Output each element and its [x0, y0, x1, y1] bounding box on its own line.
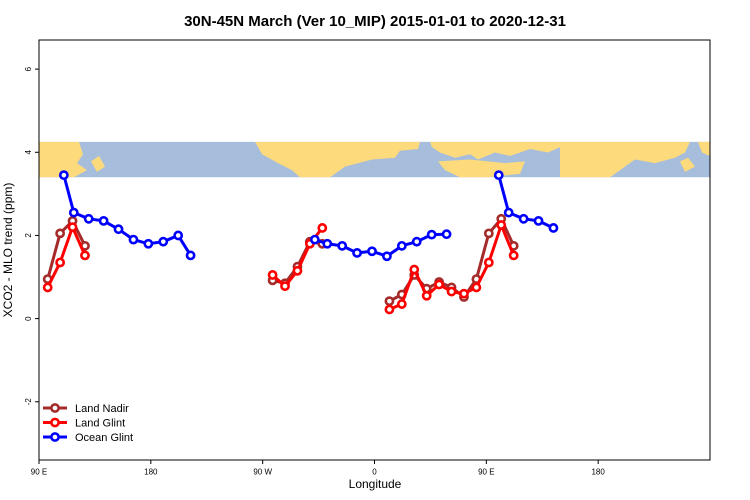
- data-point-ocean-glint: [113, 224, 124, 235]
- data-point-land-glint: [55, 257, 66, 268]
- data-point-ocean-glint: [83, 213, 94, 224]
- data-point-land-glint: [483, 257, 494, 268]
- map-band: [39, 141, 710, 178]
- chart-title: 30N-45N March (Ver 10_MIP) 2015-01-01 to…: [184, 13, 566, 30]
- series-line-land-glint: [46, 225, 87, 289]
- data-point-ocean-glint: [309, 234, 320, 245]
- data-point-land-glint: [421, 290, 432, 301]
- series-layer: [42, 170, 559, 315]
- data-point-ocean-glint: [98, 215, 109, 226]
- series-line-land-nadir: [46, 219, 87, 280]
- legend-item-ocean-glint: Ocean Glint: [43, 432, 133, 444]
- legend-label: Land Glint: [75, 418, 125, 430]
- map-land: [39, 141, 710, 178]
- x-tick-label: 90 E: [478, 468, 494, 477]
- data-point-land-glint: [434, 279, 445, 290]
- data-point-land-glint: [317, 223, 328, 233]
- y-tick-label: 2: [24, 233, 33, 238]
- land-mass: [91, 156, 105, 172]
- data-point-land-glint: [67, 222, 78, 233]
- data-point-ocean-glint: [548, 223, 559, 233]
- legend-item-land-glint: Land Glint: [43, 418, 125, 430]
- data-point-ocean-glint: [128, 234, 139, 245]
- land-mass: [430, 141, 560, 160]
- x-tick-label: 0: [372, 468, 377, 477]
- x-axis: 90 E 180 90 W 0 90 E 180: [31, 460, 605, 477]
- x-tick-label: 90 W: [253, 468, 272, 477]
- legend-swatch-marker: [50, 432, 60, 442]
- data-point-ocean-glint: [352, 248, 363, 258]
- data-point-ocean-glint: [185, 250, 196, 261]
- data-point-ocean-glint: [441, 229, 452, 240]
- x-tick-label: 180: [591, 468, 605, 477]
- data-point-ocean-glint: [367, 246, 377, 257]
- x-tick-label: 180: [144, 468, 158, 477]
- series-ocean-glint: [58, 170, 559, 262]
- y-tick-label: 0: [24, 316, 33, 321]
- data-point-ocean-glint: [68, 207, 79, 218]
- data-point-land-glint: [409, 264, 420, 275]
- data-point-ocean-glint: [382, 251, 392, 262]
- legend-label: Land Nadir: [75, 403, 129, 415]
- data-point-ocean-glint: [58, 170, 69, 181]
- data-point-land-glint: [459, 288, 469, 299]
- data-point-ocean-glint: [322, 238, 333, 249]
- land-mass: [39, 141, 87, 178]
- legend-swatch-marker: [50, 417, 60, 428]
- y-axis-label: XCO2 - MLO trend (ppm): [1, 183, 15, 318]
- data-point-land-glint: [396, 299, 407, 309]
- series-line-land-glint: [388, 223, 516, 311]
- data-point-land-glint: [267, 270, 278, 280]
- series-line-ocean-glint: [62, 174, 192, 257]
- data-point-land-glint: [292, 265, 303, 276]
- land-mass: [560, 141, 690, 178]
- data-point-land-glint: [384, 304, 395, 315]
- legend-item-land-nadir: Land Nadir: [43, 403, 129, 415]
- data-point-land-glint: [80, 250, 90, 261]
- data-point-ocean-glint: [493, 170, 504, 181]
- data-point-land-glint: [508, 250, 519, 261]
- data-point-ocean-glint: [503, 207, 514, 218]
- data-point-ocean-glint: [396, 240, 407, 251]
- data-point-land-nadir: [55, 228, 66, 239]
- land-mass: [698, 141, 710, 157]
- y-tick-label: 6: [24, 66, 33, 71]
- data-point-land-glint: [42, 282, 53, 293]
- land-mass: [255, 141, 420, 178]
- data-point-ocean-glint: [411, 236, 422, 247]
- data-point-ocean-glint: [337, 240, 348, 251]
- data-point-ocean-glint: [533, 215, 544, 226]
- data-point-land-nadir: [384, 296, 395, 307]
- data-point-land-glint: [446, 286, 457, 297]
- data-point-ocean-glint: [173, 230, 184, 241]
- x-tick-label: 90 E: [31, 468, 47, 477]
- data-point-ocean-glint: [518, 213, 529, 224]
- series-line-ocean-glint: [314, 232, 447, 258]
- legend-label: Ocean Glint: [75, 432, 133, 444]
- legend: Land Nadir Land Glint Ocean Glint: [43, 403, 133, 444]
- land-mass: [438, 159, 525, 178]
- y-tick-label: 4: [24, 150, 33, 155]
- data-point-land-glint: [496, 220, 507, 230]
- data-point-land-glint: [471, 282, 482, 293]
- data-point-land-glint: [280, 281, 290, 292]
- land-mass: [680, 157, 695, 172]
- data-point-ocean-glint: [426, 229, 437, 240]
- data-point-ocean-glint: [158, 236, 169, 247]
- legend-swatch-marker: [50, 403, 60, 413]
- y-axis: -2 0 2 4 6: [24, 66, 39, 405]
- y-tick-label: -2: [24, 398, 33, 406]
- data-point-land-nadir: [483, 228, 494, 239]
- data-point-ocean-glint: [143, 238, 154, 249]
- x-axis-label: Longitude: [349, 477, 402, 491]
